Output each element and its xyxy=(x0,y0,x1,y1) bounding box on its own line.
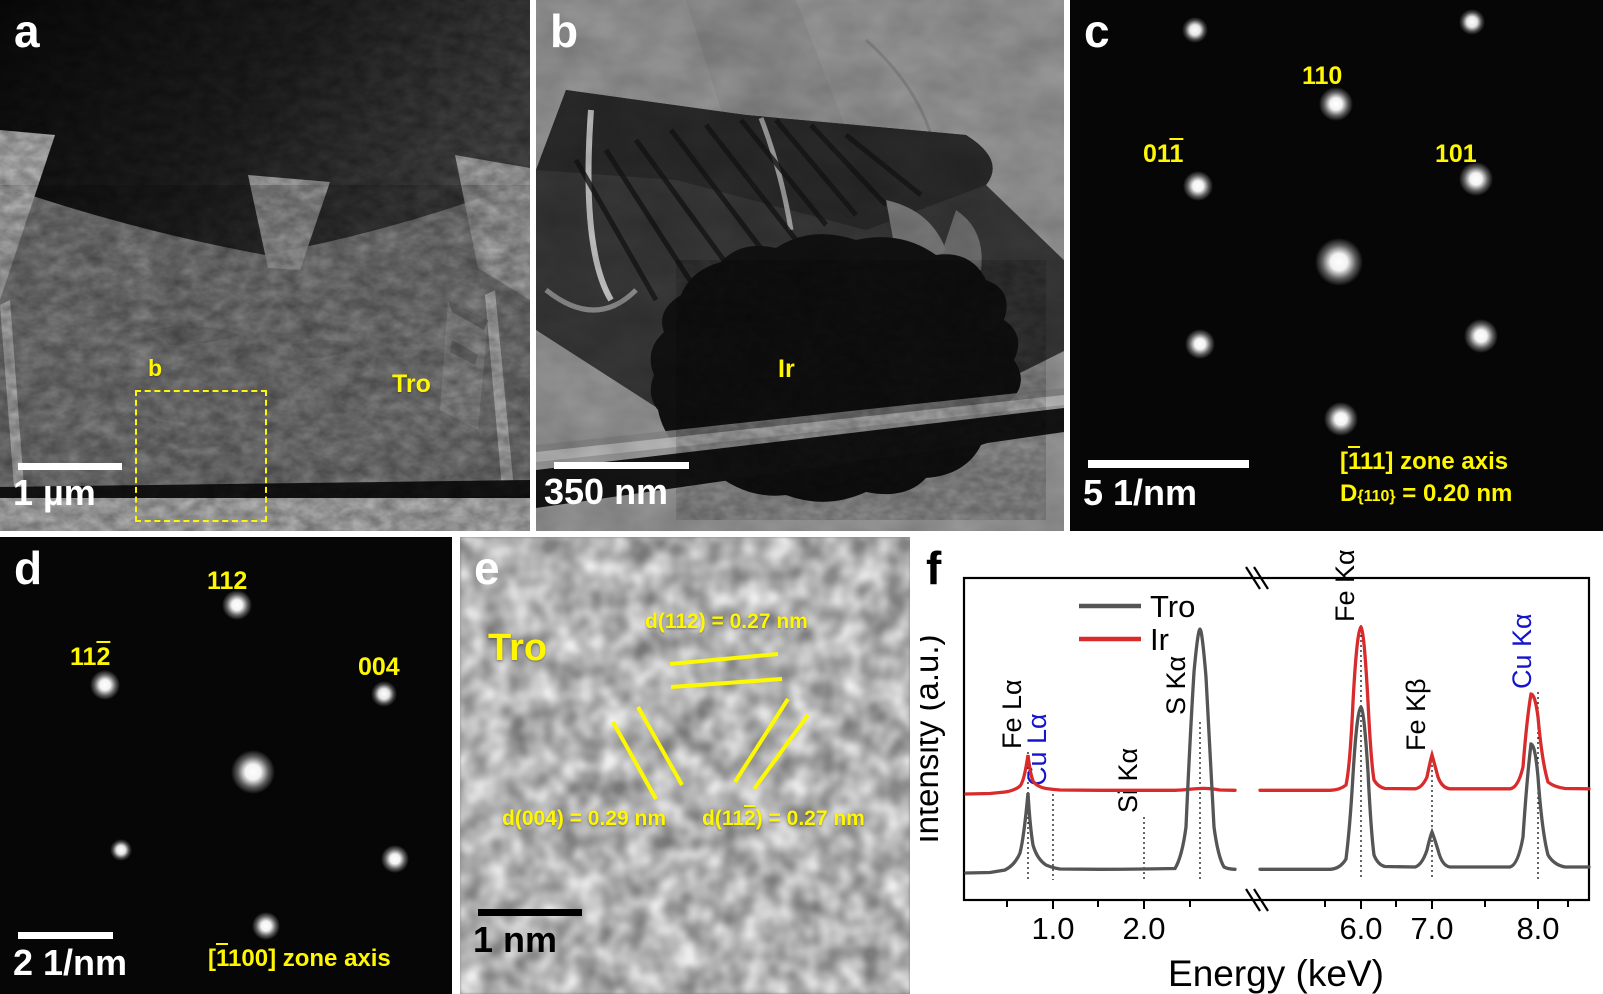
svg-text:Intensity (a.u.): Intensity (a.u.) xyxy=(920,634,945,843)
svg-text:7.0: 7.0 xyxy=(1410,911,1453,946)
svg-text:Cu Lα: Cu Lα xyxy=(1022,713,1052,786)
svg-text:Ir: Ir xyxy=(1150,622,1169,657)
svg-text:Fe Kα: Fe Kα xyxy=(1330,549,1360,622)
svg-text:Fe Kβ: Fe Kβ xyxy=(1401,678,1431,751)
svg-text:Energy (keV): Energy (keV) xyxy=(1168,953,1384,994)
svg-text:8.0: 8.0 xyxy=(1516,911,1559,946)
svg-text:Tro: Tro xyxy=(1150,589,1195,624)
svg-text:1.0: 1.0 xyxy=(1031,911,1074,946)
svg-text:Cu Kα: Cu Kα xyxy=(1507,613,1537,689)
svg-text:2.0: 2.0 xyxy=(1122,911,1165,946)
svg-text:S Kα: S Kα xyxy=(1161,656,1191,715)
svg-text:Si Kα: Si Kα xyxy=(1113,748,1143,813)
svg-text:6.0: 6.0 xyxy=(1339,911,1382,946)
